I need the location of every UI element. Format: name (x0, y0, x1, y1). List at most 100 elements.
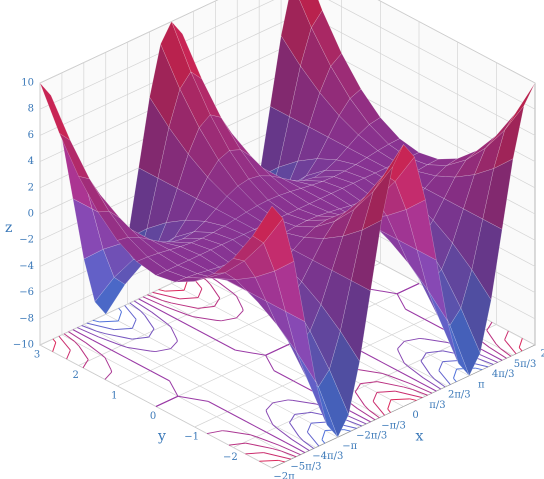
y-tick-label: −1 (184, 432, 199, 443)
contour-line (206, 430, 223, 435)
contour-line (382, 372, 388, 376)
x-tick-label: 2π/3 (448, 390, 471, 401)
contour-line (242, 308, 244, 311)
x-tick-label: −4π/3 (312, 451, 343, 462)
contour-line (358, 349, 379, 361)
z-tick-label: 0 (28, 209, 34, 220)
contour-line (307, 411, 312, 414)
contour-line (378, 359, 398, 372)
contour-line (52, 338, 57, 343)
contour-line (416, 380, 437, 392)
contour-line (217, 280, 234, 294)
contour-line (197, 288, 203, 298)
surface-patch (471, 218, 503, 301)
contour-line (396, 288, 409, 295)
contour-line (395, 390, 423, 399)
contour-line (390, 398, 410, 401)
surface-patch (213, 258, 245, 274)
y-tick-label: 0 (150, 411, 156, 422)
contour-line (396, 293, 406, 310)
contour-line (221, 317, 237, 322)
contour-line (397, 348, 399, 352)
z-tick-label: −8 (19, 313, 34, 324)
contour-line (403, 362, 408, 367)
contour-line (495, 343, 501, 349)
contour-line (82, 361, 88, 369)
contour-line (289, 420, 292, 423)
contour-line (387, 408, 391, 413)
contour-line (126, 346, 151, 352)
surface-patch (383, 144, 415, 182)
contour-line (397, 370, 418, 382)
surface-patch (252, 205, 284, 244)
contour-line (429, 374, 436, 380)
z-tick-label: 8 (28, 104, 34, 115)
surface-patch (179, 71, 211, 128)
contour-line (358, 369, 383, 374)
contour-line (138, 298, 159, 310)
contour-line (265, 410, 268, 413)
contour-line (117, 311, 122, 322)
contour-line (176, 338, 178, 342)
contour-line (266, 412, 274, 425)
surface-patch (353, 174, 385, 210)
contour-line (192, 316, 217, 321)
x-tick-label: −2π/3 (356, 431, 387, 442)
z-tick-label: 10 (21, 78, 34, 89)
surface-patch (340, 280, 371, 362)
contour-line (410, 383, 433, 394)
contour-line (424, 318, 445, 331)
contour-line (372, 392, 378, 402)
contour-line (170, 326, 178, 340)
surface-patch (155, 270, 187, 283)
contour-line (139, 310, 146, 316)
contour-line (302, 440, 314, 449)
contour-line (360, 381, 374, 385)
contour-line (364, 405, 370, 411)
contour-line (321, 430, 326, 440)
contour-line (241, 442, 246, 445)
contour-line (110, 369, 113, 373)
contour-line (96, 330, 106, 335)
contour-line (132, 338, 137, 340)
surface-patch (274, 261, 306, 322)
contour-line (500, 348, 512, 357)
z-tick-label: −6 (19, 287, 34, 298)
surface-patch (39, 82, 71, 141)
contour-line (232, 292, 237, 297)
contour-line (177, 318, 197, 331)
contour-line (215, 339, 236, 351)
contour-line (486, 330, 497, 345)
contour-line (453, 378, 457, 383)
contour-line (488, 346, 507, 359)
contour-line (104, 357, 112, 370)
contour-line (246, 421, 267, 433)
contour-line (475, 367, 483, 371)
contour-line (265, 431, 286, 443)
contour-line (294, 412, 308, 415)
x-tick-label: −π (342, 441, 357, 452)
contour-line (504, 330, 509, 341)
contour-line (78, 345, 89, 360)
contour-line (183, 280, 188, 291)
contour-line (81, 325, 97, 332)
z-tick-label: 4 (28, 156, 34, 167)
surface-patch (188, 254, 220, 271)
surface-patch (295, 219, 327, 228)
contour-line (214, 299, 219, 307)
y-tick-label: 1 (111, 391, 117, 402)
contour-line (201, 305, 215, 309)
contour-line (166, 395, 179, 402)
contour-line (111, 349, 132, 361)
contour-line (273, 370, 294, 382)
contour-line (259, 459, 279, 462)
y-tick-label: −2 (223, 452, 238, 463)
surface-patch (427, 289, 459, 364)
contour-line (376, 390, 396, 393)
contour-line (343, 429, 351, 432)
contour-line (187, 314, 193, 318)
y-tick-label: 3 (34, 350, 40, 361)
contour-line (74, 341, 80, 347)
y-tick-label: 2 (72, 370, 78, 381)
surface-patch (304, 221, 335, 239)
